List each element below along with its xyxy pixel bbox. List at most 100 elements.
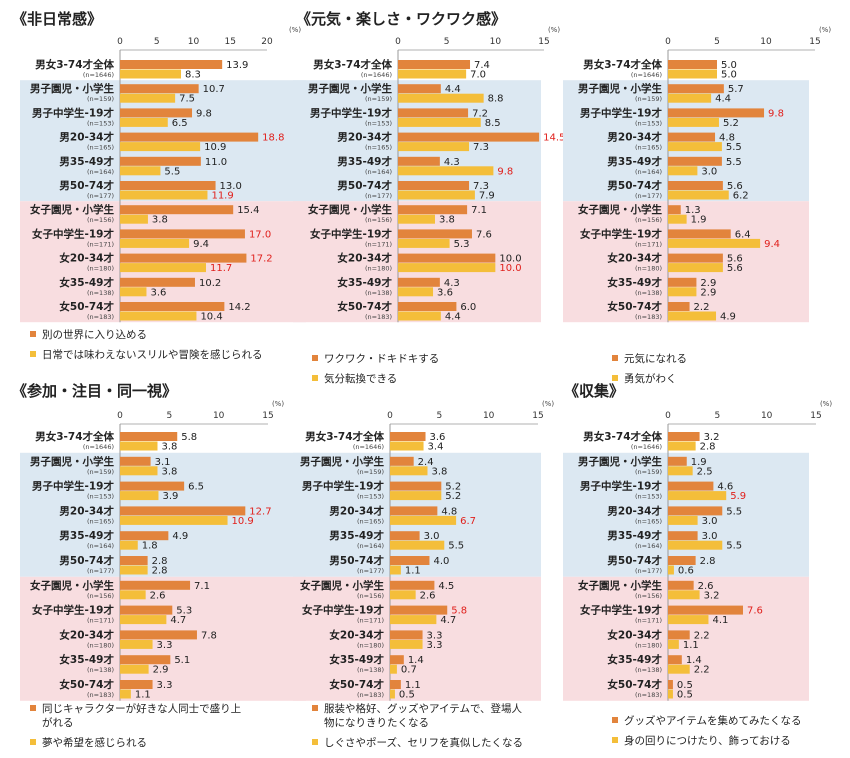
legend-swatch — [612, 717, 618, 723]
row-label: 男20-34才 — [607, 131, 662, 144]
data-label: 7.0 — [470, 70, 486, 81]
bar-1 — [120, 680, 153, 689]
data-label: 5.8 — [451, 606, 467, 617]
row-label: 女35-49才 — [59, 276, 114, 289]
data-label: 18.8 — [262, 133, 284, 144]
x-tick-label: 15 — [538, 37, 549, 47]
bar-1 — [398, 229, 472, 239]
x-tick-label: 10 — [760, 37, 772, 47]
row-n-label: (n=159) — [365, 95, 392, 103]
legend-swatch — [30, 331, 36, 337]
data-label: 3.3 — [427, 630, 443, 641]
bar-2 — [668, 214, 687, 224]
bar-1 — [120, 531, 169, 541]
data-label: 3.1 — [155, 457, 171, 468]
data-label: 3.9 — [162, 491, 178, 502]
bar-1 — [398, 205, 468, 215]
row-n-label: (n=177) — [87, 567, 114, 575]
data-label: 7.3 — [473, 181, 489, 192]
x-tick-label: 0 — [117, 37, 123, 47]
data-label: 4.7 — [170, 615, 186, 626]
bar-2 — [390, 590, 416, 600]
bar-1 — [390, 630, 423, 640]
row-n-label: (n=153) — [365, 119, 392, 127]
bar-1 — [120, 60, 223, 69]
data-label: 5.6 — [727, 254, 743, 265]
data-label: 5.0 — [721, 70, 737, 81]
bar-2 — [120, 515, 228, 525]
data-label: 3.6 — [437, 287, 453, 298]
bar-1 — [120, 132, 259, 142]
data-label: 3.8 — [161, 466, 177, 477]
row-label: 女35-49才 — [607, 276, 662, 289]
bar-1 — [120, 229, 245, 239]
data-label: 3.6 — [150, 287, 166, 298]
bar-1 — [398, 253, 496, 263]
row-label: 男子中学生-19才 — [32, 106, 114, 119]
row-n-label: (n=153) — [357, 493, 384, 501]
bar-2 — [390, 540, 445, 550]
row-n-label: (n=171) — [635, 617, 662, 625]
data-label: 10.2 — [199, 278, 221, 289]
row-n-label: (n=156) — [87, 216, 114, 224]
bar-1 — [668, 630, 690, 640]
row-n-label: (n=1646) — [353, 443, 384, 451]
data-label: 15.4 — [237, 205, 259, 216]
bar-2 — [120, 238, 190, 248]
row-n-label: (n=159) — [357, 468, 384, 476]
row-label: 女35-49才 — [607, 653, 662, 666]
bar-2 — [120, 565, 148, 575]
row-label: 女子中学生-19才 — [32, 604, 114, 617]
data-label: 3.8 — [161, 442, 177, 453]
row-label: 女20-34才 — [607, 252, 662, 265]
row-label: 男35-49才 — [59, 529, 114, 542]
row-label: 男子園児・小学生 — [578, 82, 662, 95]
bar-1 — [390, 580, 435, 590]
data-label: 0.6 — [678, 566, 694, 577]
row-n-label: (n=183) — [87, 313, 114, 321]
row-n-label: (n=183) — [357, 691, 384, 699]
row-n-label: (n=165) — [635, 144, 662, 152]
data-label: 7.1 — [194, 581, 210, 592]
data-label: 3.3 — [157, 640, 173, 651]
bar-1 — [120, 605, 173, 615]
x-tick-label: 10 — [761, 411, 773, 421]
data-label: 7.6 — [747, 606, 763, 617]
data-label: 3.8 — [439, 215, 455, 226]
row-n-label: (n=180) — [635, 641, 662, 649]
data-label: 3.6 — [430, 432, 446, 443]
data-label: 3.8 — [431, 466, 447, 477]
row-label: 女20-34才 — [337, 252, 392, 265]
bar-1 — [120, 506, 246, 516]
legend-label: 元気になれる — [624, 352, 687, 365]
row-n-label: (n=171) — [357, 617, 384, 625]
data-label: 5.5 — [726, 157, 742, 168]
row-n-label: (n=171) — [365, 240, 392, 248]
row-n-label: (n=156) — [357, 592, 384, 600]
legend-swatch — [612, 737, 618, 743]
row-n-label: (n=138) — [87, 666, 114, 674]
bar-2 — [668, 491, 727, 501]
data-label: 2.8 — [152, 566, 168, 577]
bar-2 — [120, 689, 131, 699]
row-n-label: (n=1646) — [631, 71, 662, 79]
bar-2 — [398, 263, 496, 273]
data-label: 7.5 — [179, 94, 195, 105]
legend-swatch — [312, 355, 318, 361]
unit-label: (%) — [542, 400, 554, 408]
row-label: 女20-34才 — [59, 628, 114, 641]
data-label: 12.7 — [249, 506, 271, 517]
row-n-label: (n=138) — [87, 289, 114, 297]
bar-1 — [398, 60, 471, 69]
bar-1 — [668, 556, 696, 565]
data-label: 4.1 — [712, 615, 728, 626]
row-n-label: (n=159) — [635, 95, 662, 103]
row-n-label: (n=164) — [635, 542, 662, 550]
bar-2 — [390, 664, 397, 674]
data-label: 3.8 — [152, 215, 168, 226]
bar-1 — [390, 456, 414, 466]
bar-1 — [398, 84, 441, 94]
bar-2 — [398, 190, 475, 200]
data-label: 2.8 — [700, 442, 716, 453]
data-label: 4.9 — [172, 531, 188, 542]
